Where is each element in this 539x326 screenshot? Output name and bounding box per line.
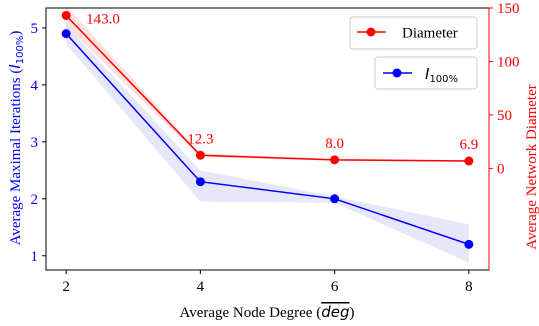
line-series-0 (65, 14, 469, 162)
y-left-tick-label: 3 (31, 135, 39, 151)
y-axis-left-title: Average Maximal Iterations (I100%) (6, 31, 26, 246)
legend-iterations-marker (392, 68, 402, 78)
data-label: 12.3 (187, 131, 213, 147)
legend-diameter-marker (366, 27, 376, 37)
y-axis-left: 1 2 3 4 5 (31, 21, 46, 265)
y-right-tick-label: 0 (497, 161, 505, 177)
line-series-1 (65, 33, 470, 246)
legend-diameter-box (349, 16, 478, 50)
x-axis-title-math: deg (321, 303, 349, 321)
band-series-0 (66, 5, 469, 162)
legend-iterations-label: I100% (425, 65, 458, 85)
y-left-tick-label: 4 (31, 78, 39, 94)
point-series-0 (195, 150, 205, 160)
confidence-bands (66, 5, 469, 263)
x-axis-title: Average Node Degree (deg) (179, 303, 354, 321)
series-lines (65, 14, 470, 246)
x-tick-label: 2 (62, 279, 70, 295)
point-series-0 (464, 156, 474, 166)
y-left-tick-label: 1 (31, 249, 39, 265)
band-series-1 (66, 25, 469, 263)
data-labels: 143.0 12.3 8.0 6.9 (86, 11, 478, 153)
series-markers (61, 10, 474, 249)
data-label: 143.0 (86, 11, 120, 27)
y-right-tick-label: 150 (497, 1, 520, 17)
x-tick-label: 6 (331, 279, 339, 295)
x-tick-label: 4 (197, 279, 205, 295)
point-series-1 (464, 239, 474, 249)
x-tick-label: 8 (465, 279, 473, 295)
legend-iterations: I100% (374, 56, 478, 90)
point-series-1 (330, 194, 340, 204)
point-series-0 (330, 155, 340, 165)
y-axis-right: 0 50 100 150 (488, 1, 520, 270)
point-series-0 (61, 10, 71, 20)
data-label: 8.0 (325, 136, 344, 152)
x-axis: 2 4 6 8 (62, 270, 473, 295)
y-left-tick-label: 5 (31, 21, 39, 37)
legend-diameter: Diameter (349, 16, 478, 50)
point-series-1 (61, 29, 71, 39)
y-left-tick-label: 2 (31, 192, 39, 208)
y-right-tick-label: 100 (497, 54, 520, 70)
point-series-1 (195, 177, 205, 187)
y-right-tick-label: 50 (497, 108, 512, 124)
legend-diameter-label: Diameter (402, 26, 458, 42)
y-axis-right-title: Average Network Diameter (524, 84, 539, 249)
data-label: 6.9 (459, 137, 478, 153)
legend-iterations-box (374, 56, 478, 90)
